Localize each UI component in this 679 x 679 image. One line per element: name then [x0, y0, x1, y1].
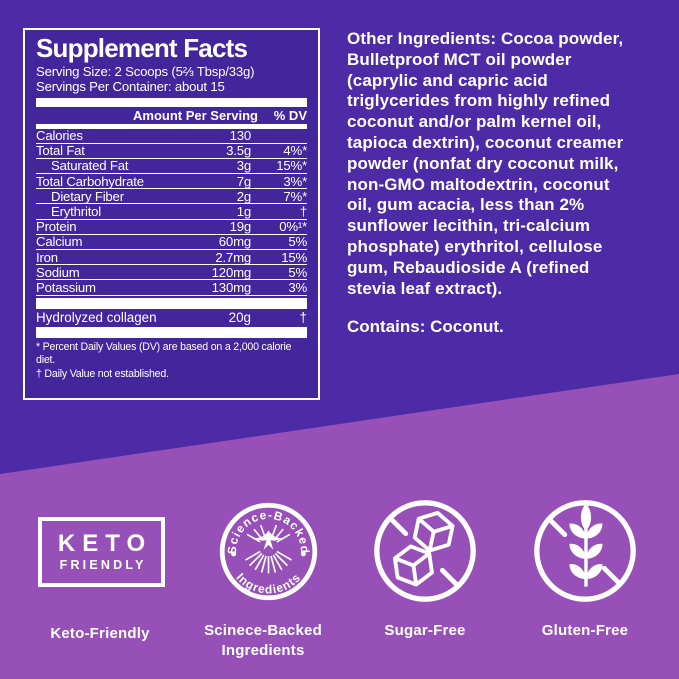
table-row: Calories 130 — [36, 128, 307, 144]
nutrient-dv: 5% — [288, 234, 307, 250]
footnotes: * Percent Daily Values (DV) are based on… — [36, 340, 292, 380]
table-row: Total Fat 3.5g 4%* — [36, 143, 307, 159]
nutrient-name: Hydrolyzed collagen — [36, 309, 157, 325]
nutrient-dv: 5% — [288, 264, 307, 280]
serving-size: Serving Size: 2 Scoops (5⅔ Tbsp/33g) — [36, 64, 255, 79]
nutrient-amount: 2.7mg — [215, 249, 251, 265]
nutrient-name: Sodium — [36, 264, 80, 280]
supplement-facts-panel: Supplement Facts Serving Size: 2 Scoops … — [23, 28, 320, 400]
divider-thick — [36, 297, 307, 309]
table-row: Erythritol 1g † — [36, 204, 307, 220]
keto-badge-word: FRIENDLY — [59, 558, 147, 572]
keto-frame-icon: KETO FRIENDLY — [38, 517, 165, 587]
nutrient-dv: 4%* — [283, 143, 307, 159]
nutrient-amount: 120mg — [211, 264, 252, 280]
no-sugar-cubes-icon — [374, 500, 476, 602]
table-row: Total Carbohydrate 7g 3%* — [36, 173, 307, 190]
no-wheat-icon — [534, 500, 636, 602]
dove-icon — [255, 530, 282, 550]
panel-title: Supplement Facts — [36, 33, 248, 63]
slash-segment — [547, 517, 568, 538]
nutrient-rows: Calories 130 Total Fat 3.5g 4%* Saturate… — [36, 128, 307, 296]
nutrient-amount: 3.5g — [226, 143, 251, 159]
nutrient-amount: 130 — [229, 128, 252, 144]
contains-text: Contains: Coconut. — [347, 317, 504, 336]
amount-header: Amount Per Serving — [133, 108, 258, 123]
slash-segment — [601, 565, 621, 585]
table-row: Calcium 60mg 5% — [36, 234, 307, 250]
caption-keto-friendly: Keto-Friendly — [50, 625, 150, 642]
sugar-cube-icon — [392, 544, 434, 587]
nutrient-dv: 15% — [281, 249, 307, 265]
dv-header: % DV — [273, 108, 307, 123]
nutrient-dv: † — [299, 309, 307, 325]
servings-per-container: Servings Per Container: about 15 — [36, 79, 225, 94]
divider-thick — [36, 98, 307, 107]
nutrient-amount: 20g — [228, 309, 251, 325]
nutrient-dv: 15%* — [276, 158, 307, 174]
table-header: Amount Per Serving % DV — [36, 107, 307, 124]
slash-segment — [439, 567, 459, 587]
nutrient-amount: 3g — [236, 158, 251, 174]
nutrient-name: Potassium — [36, 279, 96, 295]
nutrient-amount: 60mg — [218, 234, 251, 250]
nutrient-dv: 3%* — [283, 173, 307, 189]
seal-dot — [231, 551, 237, 557]
nutrient-dv: 7%* — [283, 188, 307, 204]
nutrient-name: Calories — [36, 128, 83, 144]
other-ingredients-text: Other Ingredients: Cocoa powder, Bulletp… — [347, 29, 624, 298]
nutrient-name: Iron — [36, 249, 58, 265]
table-row: Saturated Fat 3g 15%* — [36, 158, 307, 175]
caption-gluten-free: Gluten-Free — [541, 622, 629, 639]
table-row: Sodium 120mg 5% — [36, 264, 307, 281]
divider-thin — [36, 124, 307, 129]
table-row: Hydrolyzed collagen 20g † — [36, 309, 307, 326]
table-row: Dietary Fiber 2g 7%* — [36, 188, 307, 205]
table-row: Protein 19g 0%¹* — [36, 219, 307, 235]
nutrient-name: Total Carbohydrate — [36, 173, 144, 189]
science-backed-seal-icon: Science-Backed Ingredients — [219, 502, 318, 601]
keto-badge-word: KETO — [57, 530, 153, 557]
wheat-icon — [569, 503, 603, 587]
caption-science-backed: Scinece-Backed Ingredients — [204, 622, 322, 659]
seal-dot — [300, 551, 306, 557]
nutrient-name: Dietary Fiber — [51, 188, 124, 204]
nutrient-dv: 0%¹* — [279, 219, 307, 235]
nutrient-amount: 7g — [236, 173, 251, 189]
slash-segment — [388, 516, 409, 537]
nutrient-amount: 1g — [236, 204, 251, 220]
nutrient-dv: 3% — [288, 279, 307, 295]
table-row: Iron 2.7mg 15% — [36, 249, 307, 266]
nutrient-name: Calcium — [36, 234, 83, 250]
nutrient-dv: † — [299, 204, 307, 220]
nutrient-name: Total Fat — [36, 143, 85, 159]
nutrient-name: Saturated Fat — [51, 158, 129, 174]
nutrient-amount: 2g — [236, 188, 251, 204]
divider-thick — [36, 326, 307, 338]
caption-sugar-free: Sugar-Free — [384, 622, 466, 639]
nutrient-name: Erythritol — [51, 204, 102, 220]
starburst-icon — [244, 524, 293, 574]
nutrient-amount: 19g — [229, 219, 252, 235]
table-row: Potassium 130mg 3% — [36, 279, 307, 296]
nutrient-name: Protein — [36, 219, 77, 235]
nutrient-amount: 130mg — [211, 279, 252, 295]
sugar-cube-icon — [412, 510, 455, 553]
